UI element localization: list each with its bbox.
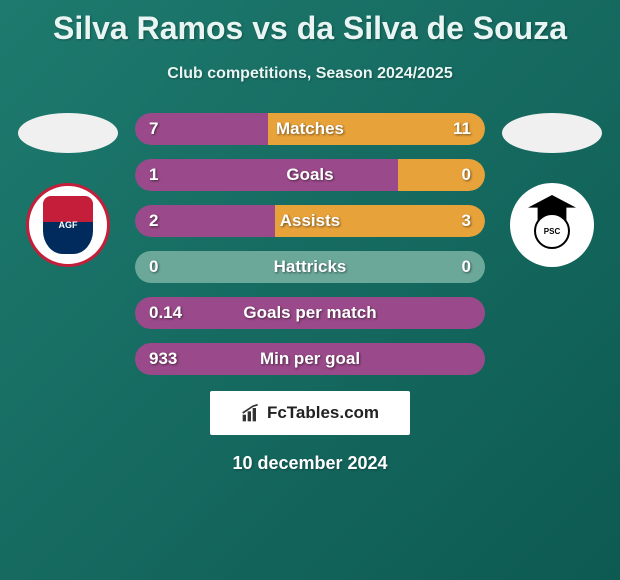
club-left-label: AGF	[59, 220, 78, 230]
stat-row: 7 Matches 11	[135, 113, 485, 145]
stat-label: Goals	[286, 165, 333, 185]
stat-row: 0 Hattricks 0	[135, 251, 485, 283]
comparison-content: AGF 7Matches111Goals02Assists30Hattricks…	[0, 113, 620, 375]
player-left-column: AGF	[13, 113, 123, 267]
stats-list: 7Matches111Goals02Assists30Hattricks00.1…	[135, 113, 485, 375]
stat-value-left: 933	[149, 349, 177, 369]
stat-label: Goals per match	[243, 303, 376, 323]
stat-value-left: 0.14	[149, 303, 182, 323]
stat-bar-right	[398, 159, 486, 191]
subtitle: Club competitions, Season 2024/2025	[0, 65, 620, 83]
stat-row: 933 Min per goal	[135, 343, 485, 375]
stat-row: 1 Goals 0	[135, 159, 485, 191]
stat-value-left: 0	[149, 257, 158, 277]
stat-label: Assists	[280, 211, 340, 231]
club-right-label: PSC	[534, 213, 570, 249]
stat-value-right: 11	[453, 119, 471, 139]
stat-value-right: 0	[462, 257, 471, 277]
club-badge-right: PSC	[510, 183, 594, 267]
stat-value-left: 1	[149, 165, 158, 185]
club-badge-left: AGF	[26, 183, 110, 267]
player-right-column: PSC	[497, 113, 607, 267]
stat-value-right: 3	[462, 211, 471, 231]
player-right-photo	[502, 113, 602, 153]
brand-text: FcTables.com	[267, 403, 379, 423]
stat-row: 2 Assists 3	[135, 205, 485, 237]
date-label: 10 december 2024	[0, 453, 620, 474]
stat-value-left: 7	[149, 119, 158, 139]
stat-row: 0.14 Goals per match	[135, 297, 485, 329]
stat-label: Matches	[276, 119, 344, 139]
stat-value-left: 2	[149, 211, 158, 231]
player-left-photo	[18, 113, 118, 153]
stat-value-right: 0	[462, 165, 471, 185]
stat-bar-left	[135, 159, 398, 191]
stat-label: Min per goal	[260, 349, 360, 369]
stat-label: Hattricks	[274, 257, 347, 277]
page-title: Silva Ramos vs da Silva de Souza	[0, 10, 620, 47]
chart-icon	[241, 403, 261, 423]
brand-badge[interactable]: FcTables.com	[210, 391, 410, 435]
